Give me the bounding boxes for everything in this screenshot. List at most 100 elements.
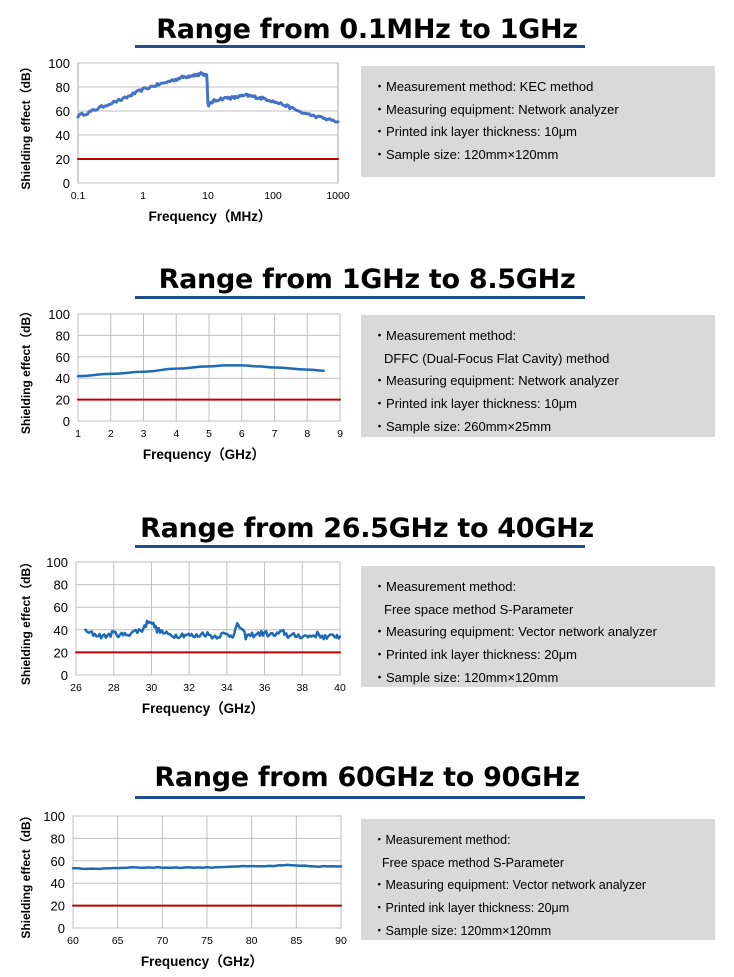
y-tick-label: 60 xyxy=(56,350,70,365)
info-sample-size: ・Sample size: 120mm×120mm xyxy=(373,669,559,685)
x-tick-label: 60 xyxy=(67,935,79,947)
info-thickness: ・Printed ink layer thickness: 20μm xyxy=(373,647,578,663)
x-tick-label: 75 xyxy=(201,935,213,947)
section-title: Range from 0.1MHz to 1GHz xyxy=(156,14,578,45)
x-tick-label: 70 xyxy=(156,935,168,947)
y-tick-label: 0 xyxy=(61,668,68,683)
info-thickness: ・Printed ink layer thickness: 20μm xyxy=(373,901,570,916)
y-tick-label: 60 xyxy=(51,854,65,869)
x-tick-label: 1000 xyxy=(326,190,350,202)
y-tick-label: 100 xyxy=(48,307,70,322)
y-tick-label: 60 xyxy=(54,600,68,615)
title-underline xyxy=(135,545,585,548)
info-equipment: ・Measuring equipment: Network analyzer xyxy=(373,101,619,117)
chart-60ghz-90ghz: 0 20 40 60 80 100 60 65 70 75 80 85 90 Frequency（GHz）… xyxy=(0,806,355,974)
x-tick-label: 6 xyxy=(239,428,245,440)
info-method-detail: Free space method S-Parameter xyxy=(384,601,574,617)
shielding-effect-series xyxy=(84,619,342,641)
y-tick-label: 0 xyxy=(58,921,65,936)
info-method: ・Measurement method: xyxy=(373,328,517,343)
shielding-effect-series xyxy=(76,364,325,378)
x-tick-label: 28 xyxy=(108,682,120,694)
y-tick-label: 40 xyxy=(54,623,68,638)
y-tick-label: 100 xyxy=(48,56,70,71)
x-axis-title: Frequency（GHz） xyxy=(141,954,263,969)
info-method: ・Measurement method: KEC method xyxy=(373,79,594,94)
x-tick-label: 85 xyxy=(290,935,302,947)
info-sample-size: ・Sample size: 260mm×25mm xyxy=(373,418,552,434)
x-tick-label: 80 xyxy=(246,935,258,947)
chart-svg: 0 20 40 60 80 100 0.1 1 10 100 1000 Frequency（MHz） S… xyxy=(18,56,350,224)
y-tick-label: 60 xyxy=(56,104,70,119)
y-tick-label: 100 xyxy=(43,809,65,824)
info-equipment: ・Measuring equipment: Network analyzer xyxy=(373,373,619,389)
y-axis-title: Shielding effect（dB） xyxy=(18,60,33,189)
y-tick-label: 0 xyxy=(63,176,70,191)
title-underline xyxy=(135,796,585,799)
x-axis-title: Frequency（GHz） xyxy=(143,447,265,462)
y-tick-label: 80 xyxy=(51,831,65,846)
y-tick-label: 40 xyxy=(51,876,65,891)
x-tick-label: 7 xyxy=(272,428,278,440)
y-tick-label: 20 xyxy=(56,152,70,167)
x-tick-label: 9 xyxy=(337,428,343,440)
y-tick-label: 100 xyxy=(46,555,68,570)
x-tick-label: 40 xyxy=(334,682,346,694)
x-tick-label: 36 xyxy=(259,682,271,694)
title-underline xyxy=(135,296,585,299)
y-tick-label: 40 xyxy=(56,371,70,386)
info-thickness: ・Printed ink layer thickness: 10μm xyxy=(373,124,578,140)
info-panel: ・Measurement method: Free space method S… xyxy=(361,566,715,687)
info-equipment: ・Measuring equipment: Vector network ana… xyxy=(373,878,647,893)
y-axis-title: Shielding effect（dB） xyxy=(18,305,33,434)
info-panel: ・Measurement method: Free space method S… xyxy=(361,819,715,940)
y-tick-label: 80 xyxy=(56,80,70,95)
info-equipment: ・Measuring equipment: Vector network ana… xyxy=(373,624,657,640)
title-underline xyxy=(135,45,585,48)
x-tick-label: 1 xyxy=(75,428,81,440)
x-tick-label: 0.1 xyxy=(71,190,86,202)
section-title: Range from 60GHz to 90GHz xyxy=(154,762,580,793)
info-thickness: ・Printed ink layer thickness: 10μm xyxy=(373,396,578,412)
y-tick-label: 20 xyxy=(51,899,65,914)
y-tick-label: 40 xyxy=(56,128,70,143)
info-sample-size: ・Sample size: 120mm×120mm xyxy=(373,923,552,938)
section-title: Range from 26.5GHz to 40GHz xyxy=(140,513,594,544)
info-sample-size: ・Sample size: 120mm×120mm xyxy=(373,147,559,163)
x-tick-label: 3 xyxy=(141,428,147,440)
y-axis-title: Shielding effect（dB） xyxy=(18,809,33,938)
info-panel: ・Measurement method: DFFC (Dual-Focus Fl… xyxy=(361,315,715,437)
x-tick-label: 65 xyxy=(112,935,124,947)
chart-26p5ghz-40ghz: 0 20 40 60 80 100 26 28 30 32 34 36 38 40 Frequency（GH… xyxy=(0,553,355,723)
x-tick-label: 38 xyxy=(296,682,308,694)
shielding-effect-series xyxy=(71,863,343,871)
info-method: ・Measurement method: xyxy=(373,833,511,847)
chart-svg: 0 20 40 60 80 100 26 28 30 32 34 36 38 40 Frequency（GH… xyxy=(18,555,346,716)
x-tick-label: 10 xyxy=(202,190,214,202)
plot-area xyxy=(75,561,341,676)
x-tick-label: 32 xyxy=(183,682,195,694)
y-tick-label: 80 xyxy=(56,328,70,343)
x-axis-title: Frequency（GHz） xyxy=(142,701,264,716)
y-tick-label: 20 xyxy=(54,645,68,660)
x-tick-label: 26 xyxy=(70,682,82,694)
chart-0p1mhz-1ghz: 0 20 40 60 80 100 0.1 1 10 100 1000 Frequency（MHz） S… xyxy=(0,55,355,230)
shielding-effect-series xyxy=(76,71,340,124)
y-tick-label: 0 xyxy=(63,414,70,429)
x-tick-label: 2 xyxy=(108,428,114,440)
chart-svg: 0 20 40 60 80 100 60 65 70 75 80 85 90 Frequency（GHz）… xyxy=(18,809,347,969)
x-tick-label: 1 xyxy=(140,190,146,202)
info-method-detail: DFFC (Dual-Focus Flat Cavity) method xyxy=(384,350,610,366)
info-method-detail: Free space method S-Parameter xyxy=(382,855,565,870)
x-tick-label: 4 xyxy=(173,428,179,440)
x-tick-label: 100 xyxy=(264,190,282,202)
y-axis-title: Shielding effect（dB） xyxy=(18,556,33,685)
y-tick-label: 80 xyxy=(54,578,68,593)
section-title: Range from 1GHz to 8.5GHz xyxy=(158,264,576,295)
info-panel: ・Measurement method: KEC method ・Measuri… xyxy=(361,66,715,177)
x-axis-title: Frequency（MHz） xyxy=(148,209,271,224)
chart-svg: 0 20 40 60 80 100 1 2 3 4 5 6 7 8 9 Frequency（GHz） Shiel… xyxy=(18,305,343,462)
x-tick-label: 34 xyxy=(221,682,233,694)
info-method: ・Measurement method: xyxy=(373,579,517,594)
x-tick-label: 5 xyxy=(206,428,212,440)
